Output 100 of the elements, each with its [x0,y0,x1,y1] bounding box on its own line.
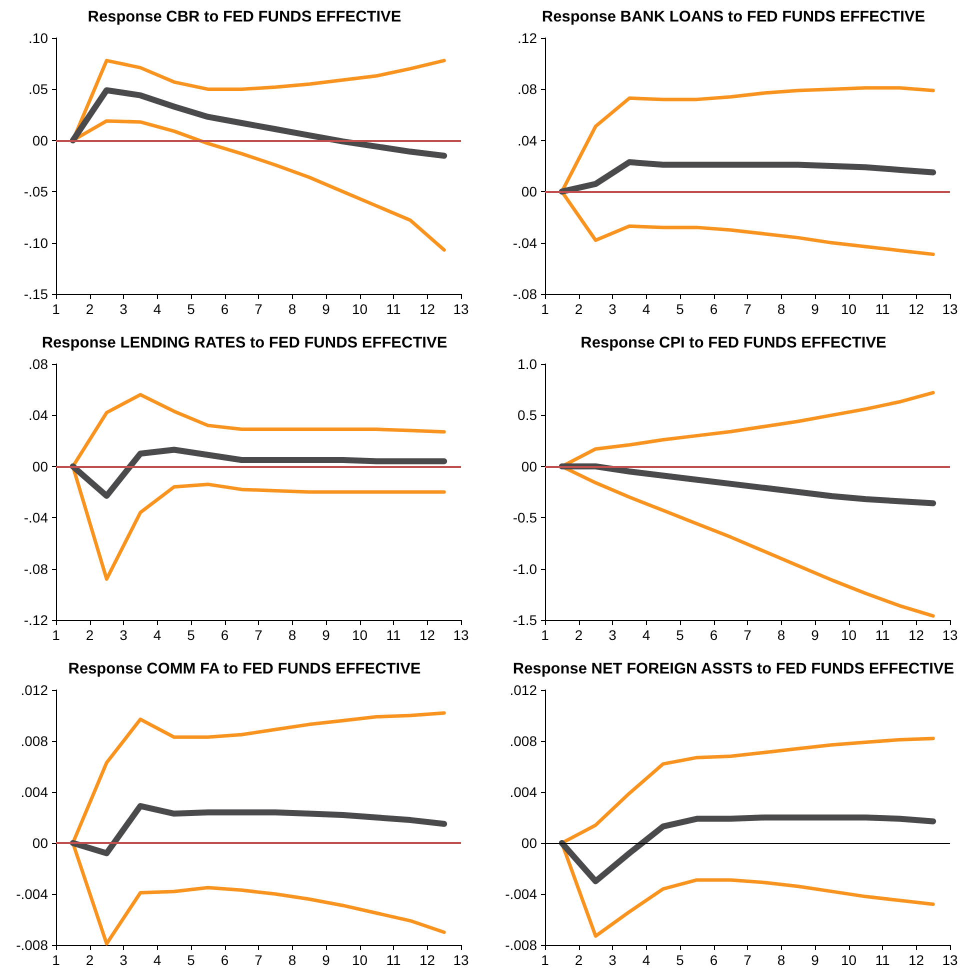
x-tick-label: 7 [744,952,752,968]
y-tick-label: 1.0 [518,356,538,372]
x-tick-label: 5 [676,301,684,317]
x-tick-label: 6 [710,627,718,643]
y-tick-label: -.12 [24,612,48,628]
x-tick-label: 6 [710,301,718,317]
x-tick-label: 1 [52,627,60,643]
x-tick-label: 1 [52,301,60,317]
x-tick-label: 4 [642,301,650,317]
x-tick-label: 4 [153,952,162,968]
x-tick-label: 1 [541,952,550,968]
x-tick-label: 6 [220,952,229,968]
x-tick-label: 10 [352,627,368,643]
x-tick-label: 4 [642,627,650,643]
x-tick-label: 12 [908,952,924,968]
chart-title: Response COMM FA to FED FUNDS EFFECTIVE [68,660,421,678]
y-tick-label: .004 [20,784,48,800]
x-tick-label: 12 [908,627,924,643]
x-tick-label: 9 [811,952,820,968]
y-tick-label: 00 [32,132,48,148]
chart-title: Response CBR to FED FUNDS EFFECTIVE [88,8,402,26]
x-tick-label: 9 [322,301,330,317]
x-tick-label: 11 [875,627,890,643]
x-tick-label: 3 [608,952,617,968]
x-tick-label: 13 [942,952,958,968]
y-tick-label: 00 [32,835,48,851]
x-tick-label: 10 [352,952,368,968]
x-tick-label: 10 [840,627,857,643]
y-tick-label: .012 [510,682,538,698]
x-tick-label: 1 [541,627,550,643]
x-tick-label: 7 [744,301,752,317]
y-tick-label: .004 [510,784,538,800]
x-tick-label: 4 [153,627,162,643]
y-tick-label: -.08 [512,286,538,302]
y-tick-label: -.004 [505,886,538,902]
x-tick-label: 13 [453,301,469,317]
y-tick-label: -.15 [24,286,48,302]
y-tick-label: -.04 [24,510,48,526]
x-tick-label: 12 [908,301,924,317]
x-tick-label: 10 [840,301,857,317]
y-tick-label: -.008 [505,937,538,953]
x-tick-label: 9 [322,627,330,643]
x-tick-label: 9 [811,301,820,317]
y-tick-label: -0.5 [512,510,538,526]
x-tick-label: 8 [777,301,786,317]
y-tick-label: 00 [521,835,538,851]
x-tick-label: 12 [419,952,436,968]
y-tick-label: .04 [28,407,48,424]
x-tick-label: 5 [187,627,196,643]
x-tick-label: 7 [254,627,263,643]
y-tick-label: .08 [518,81,538,98]
y-tick-label: -1.0 [512,560,538,577]
y-tick-label: .04 [518,132,538,148]
x-tick-label: 11 [386,952,401,968]
x-tick-label: 8 [288,952,296,968]
x-tick-label: 5 [187,301,196,317]
x-tick-label: 13 [453,952,469,968]
x-tick-label: 1 [541,301,550,317]
y-tick-label: -.10 [24,234,48,251]
x-tick-label: 7 [254,952,263,968]
chart-title: Response BANK LOANS to FED FUNDS EFFECTIVE [542,8,926,26]
y-tick-label: 00 [521,184,538,200]
y-tick-label: 0.5 [518,407,538,424]
x-tick-label: 2 [574,301,583,317]
x-tick-label: 8 [288,301,296,317]
x-tick-label: 10 [352,301,368,317]
x-tick-label: 6 [220,301,229,317]
x-tick-label: 7 [254,301,263,317]
x-tick-label: 3 [608,301,617,317]
x-tick-label: 13 [942,627,958,643]
chart-title: Response NET FOREIGN ASSTS to FED FUNDS EFFECTIVE [512,660,954,678]
x-tick-label: 6 [220,627,229,643]
y-tick-label: .05 [28,81,48,98]
x-tick-label: 12 [419,301,436,317]
x-tick-label: 13 [453,627,469,643]
y-tick-label: .008 [20,733,48,749]
x-tick-label: 11 [386,627,401,643]
x-tick-label: 11 [386,301,401,317]
y-tick-label: .12 [518,30,538,46]
x-tick-label: 5 [676,627,684,643]
x-tick-label: 1 [52,952,60,968]
x-tick-label: 4 [642,952,650,968]
x-tick-label: 5 [676,952,684,968]
x-tick-label: 2 [574,627,583,643]
x-tick-label: 10 [840,952,857,968]
y-tick-label: -1.5 [512,612,538,628]
x-tick-label: 13 [942,301,958,317]
x-tick-label: 5 [187,952,196,968]
x-tick-label: 12 [419,627,436,643]
chart-title: Response LENDING RATES to FED FUNDS EFFECTIVE [42,334,448,352]
y-tick-label: -.04 [512,234,538,251]
y-tick-label: 00 [32,458,48,474]
x-tick-label: 3 [120,627,128,643]
x-tick-label: 8 [288,627,296,643]
x-tick-label: 11 [875,952,890,968]
x-tick-label: 3 [608,627,617,643]
x-tick-label: 2 [86,627,94,643]
x-tick-label: 9 [322,952,330,968]
y-tick-label: -.008 [16,937,48,953]
x-tick-label: 7 [744,627,752,643]
